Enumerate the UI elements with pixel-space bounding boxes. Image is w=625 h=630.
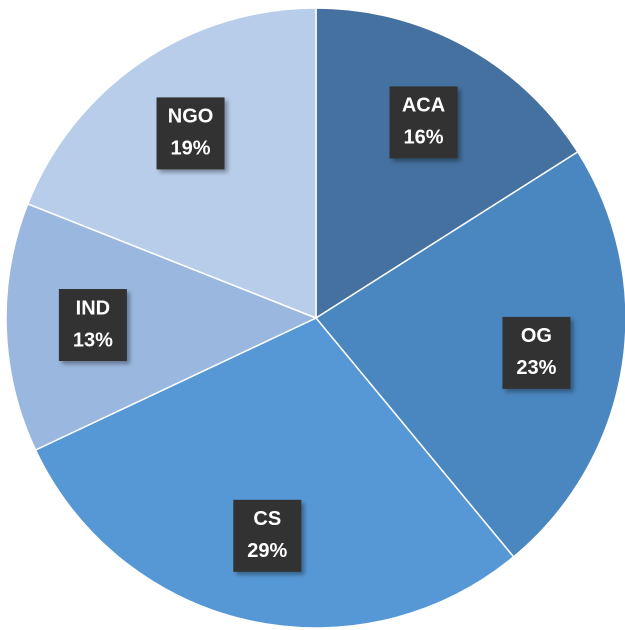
data-label: IND 13% [58, 289, 127, 362]
pie-slice [34, 317, 515, 629]
value-label: 19% [171, 138, 211, 160]
label-box [389, 86, 458, 159]
data-label: ACA 16% [389, 86, 458, 159]
category-label: OG [521, 325, 552, 347]
label-box [233, 499, 302, 572]
category-label: IND [76, 297, 110, 319]
category-label: NGO [168, 106, 214, 128]
label-box [58, 289, 127, 362]
category-label: CS [253, 508, 281, 530]
data-label: CS 29% [233, 499, 302, 572]
value-label: 13% [73, 329, 113, 351]
pie-slice [315, 7, 579, 320]
label-box [156, 97, 225, 170]
category-label: ACA [402, 95, 445, 117]
data-label: NGO 19% [156, 97, 225, 170]
value-label: 23% [516, 357, 556, 379]
data-label: OG 23% [502, 316, 571, 389]
pie-slice [314, 150, 625, 558]
value-label: 29% [247, 540, 287, 562]
label-box [502, 316, 571, 389]
value-label: 16% [404, 127, 444, 149]
pie-slice [5, 202, 318, 451]
